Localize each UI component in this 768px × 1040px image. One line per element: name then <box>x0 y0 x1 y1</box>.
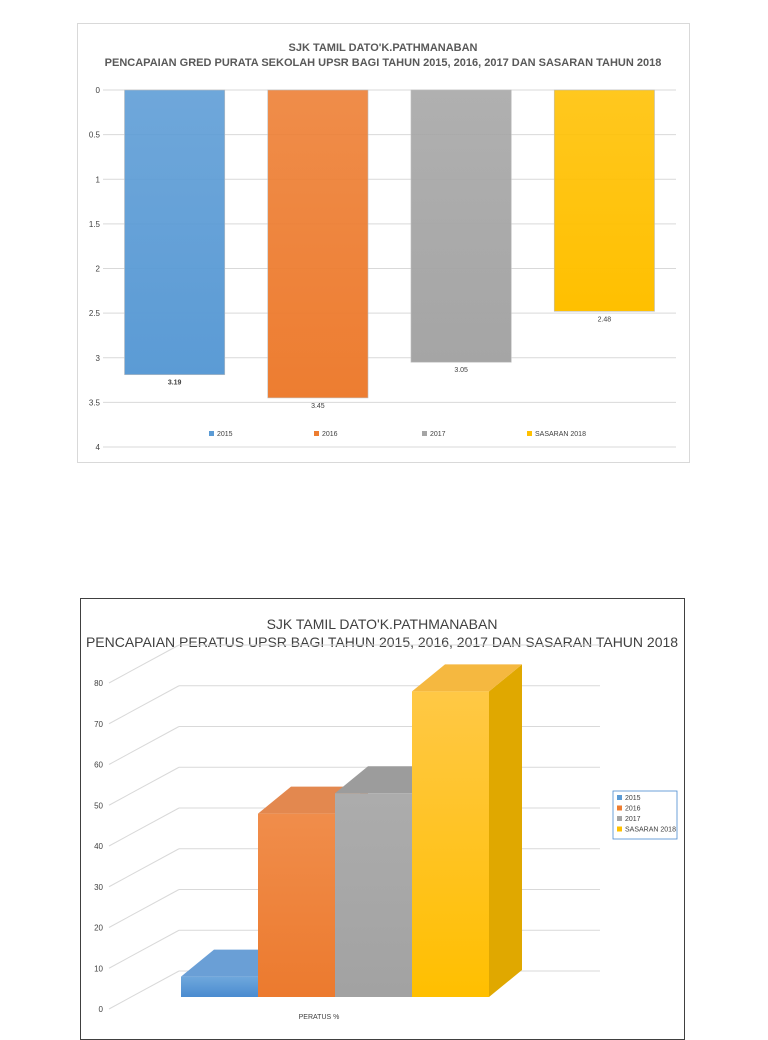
chart2-sidewall-gridline <box>108 644 180 684</box>
chart1-legend-label: 2017 <box>430 431 446 438</box>
chart1-legend-swatch <box>314 431 319 436</box>
chart1-bar-2016 <box>267 89 369 399</box>
chart1-legend-label: 2016 <box>322 431 338 438</box>
chart1-title: SJK TAMIL DATO'K.PATHMANABAN <box>289 42 478 54</box>
chart1-y-tick-label: 4 <box>96 443 101 452</box>
chart2-legend-swatch <box>617 826 622 832</box>
chart1-subtitle: PENCAPAIAN GRED PURATA SEKOLAH UPSR BAGI… <box>105 57 662 69</box>
chart2-y-tick-label: 80 <box>94 679 103 688</box>
chart2-legend-label: 2016 <box>625 806 641 813</box>
chart2-y-tick-label: 10 <box>94 964 103 973</box>
chart2-bar-front <box>412 691 489 997</box>
chart1-y-tick-label: 1.5 <box>89 220 101 229</box>
chart1-y-tick-label: 2 <box>96 265 101 274</box>
chart1-data-label: 2.48 <box>598 316 612 323</box>
chart1-data-label: 3.19 <box>168 380 182 387</box>
chart2-sidewall-gridline <box>108 766 180 806</box>
chart2-y-tick-label: 70 <box>94 720 103 729</box>
chart2-bar-sasaran-2018 <box>412 664 522 997</box>
chart1-y-tick-label: 0.5 <box>89 131 101 140</box>
chart2-legend-label: SASARAN 2018 <box>625 827 676 834</box>
chart2-legend: 2015 2016 2017 SASARAN 2018 <box>612 790 678 840</box>
chart2-sidewall-gridline <box>108 685 180 725</box>
chart2-sidewall-gridline <box>108 848 180 888</box>
chart2-y-tick-label: 30 <box>94 883 103 892</box>
chart2-subtitle: PENCAPAIAN PERATUS UPSR BAGI TAHUN 2015,… <box>86 634 678 650</box>
chart2-legend-swatch <box>617 805 622 811</box>
chart2-y-tick-label: 50 <box>94 801 103 810</box>
chart2-svg: SJK TAMIL DATO'K.PATHMANABAN PENCAPAIAN … <box>86 616 678 1021</box>
chart2-legend-label: 2017 <box>625 816 641 823</box>
chart1-legend-label: SASARAN 2018 <box>535 431 586 438</box>
chart-grade-average: SJK TAMIL DATO'K.PATHMANABAN PENCAPAIAN … <box>77 23 690 463</box>
chart2-sidewall-gridline <box>108 970 180 1010</box>
chart1-data-labels: 3.19 3.45 3.05 2.48 <box>168 316 611 410</box>
chart1-legend: 2015 2016 2017 SASARAN 2018 <box>209 431 586 438</box>
chart2-title: SJK TAMIL DATO'K.PATHMANABAN <box>267 616 498 632</box>
chart2-bar-side <box>489 664 522 997</box>
chart2-sidewall-gridline <box>108 726 180 765</box>
chart2-legend-swatch <box>617 816 622 821</box>
chart1-y-tick-label: 3.5 <box>89 398 101 407</box>
chart2-bar-front <box>181 976 258 997</box>
chart1-y-tick-label: 1 <box>96 175 101 184</box>
chart2-y-tick-label: 20 <box>94 924 103 933</box>
chart1-legend-swatch <box>527 431 532 436</box>
chart1-y-tick-label: 0 <box>96 86 101 95</box>
chart1-y-axis: 0 0.5 1 1.5 2 2.5 3 3.5 4 <box>89 86 101 452</box>
chart2-y-tick-label: 0 <box>99 1005 104 1014</box>
chart2-gridlines <box>108 644 600 1010</box>
chart1-y-tick-label: 3 <box>96 354 101 363</box>
chart1-bars <box>124 89 655 399</box>
chart2-sidewall-gridline <box>108 929 180 969</box>
chart1-y-tick-label: 2.5 <box>89 309 101 318</box>
chart2-legend-box <box>612 790 678 840</box>
chart1-legend-label: 2015 <box>217 431 233 438</box>
chart1-bar-sasaran-2018 <box>553 89 655 312</box>
chart2-legend-label: 2015 <box>625 795 641 802</box>
chart2-bar-front <box>258 813 335 997</box>
chart-percentage: SJK TAMIL DATO'K.PATHMANABAN PENCAPAIAN … <box>80 598 685 1040</box>
chart1-legend-swatch <box>422 431 427 436</box>
chart2-y-axis: 0 10 20 30 40 50 60 70 80 <box>94 679 103 1014</box>
chart2-bar-front <box>335 793 412 997</box>
chart2-legend-swatch <box>617 795 622 800</box>
chart2-y-tick-label: 40 <box>94 842 103 851</box>
chart1-data-label: 3.05 <box>454 367 468 374</box>
chart2-sidewall-gridline <box>108 807 180 847</box>
chart1-bar-2015 <box>124 89 226 376</box>
chart2-x-category-label: PERATUS % <box>299 1014 340 1021</box>
chart1-svg: SJK TAMIL DATO'K.PATHMANABAN PENCAPAIAN … <box>89 42 676 452</box>
chart1-bar-2017 <box>410 89 512 363</box>
chart2-sidewall-gridline <box>108 889 180 928</box>
chart2-bar-top <box>412 664 522 692</box>
chart2-y-tick-label: 60 <box>94 761 103 770</box>
chart1-legend-swatch <box>209 431 214 436</box>
chart2-bars <box>181 664 522 997</box>
chart1-data-label: 3.45 <box>311 403 325 410</box>
